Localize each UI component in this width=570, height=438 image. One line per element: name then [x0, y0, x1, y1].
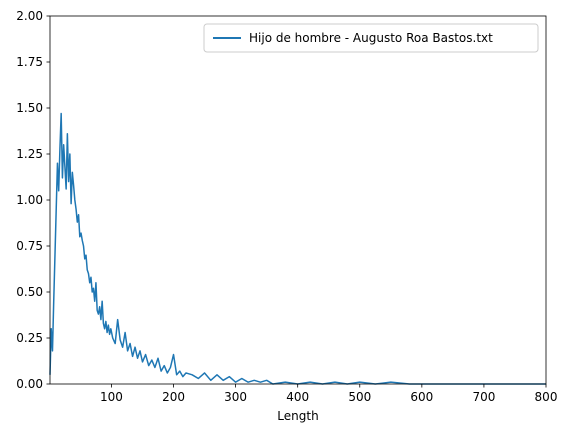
legend-label: Hijo de hombre - Augusto Roa Bastos.txt	[249, 31, 493, 45]
x-tick-label: 300	[224, 390, 247, 404]
x-tick-label: 200	[162, 390, 185, 404]
y-tick-label: 0.25	[16, 331, 43, 345]
y-tick-label: 1.50	[16, 101, 43, 115]
y-tick-label: 0.00	[16, 377, 43, 391]
x-tick-label: 400	[286, 390, 309, 404]
series-line	[49, 112, 546, 385]
x-axis-title: Length	[277, 409, 318, 423]
x-tick-label: 700	[472, 390, 495, 404]
y-tick-label: 0.50	[16, 285, 43, 299]
x-tick-label: 500	[348, 390, 371, 404]
y-tick-label: 0.75	[16, 239, 43, 253]
x-axis: 100 200 300 400 500 600 700 800	[100, 384, 557, 404]
y-tick-label: 1.25	[16, 147, 43, 161]
x-tick-label: 100	[100, 390, 123, 404]
y-tick-label: 2.00	[16, 9, 43, 23]
legend: Hijo de hombre - Augusto Roa Bastos.txt	[203, 23, 539, 53]
y-tick-label: 1.00	[16, 193, 43, 207]
x-tick-label: 800	[535, 390, 558, 404]
legend-box	[203, 23, 539, 53]
x-tick-label: 600	[410, 390, 433, 404]
y-tick-label: 1.75	[16, 55, 43, 69]
y-axis: 0.00 0.25 0.50 0.75 1.00 1.25 1.50 1.75 2.00	[16, 9, 50, 391]
